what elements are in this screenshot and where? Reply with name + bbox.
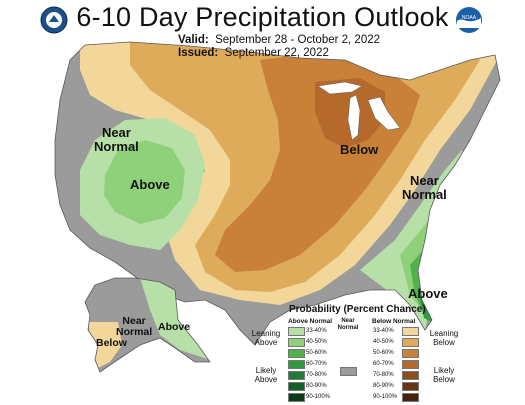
label-above-southwest: Above — [130, 177, 170, 192]
legend-below-swatch-5 — [402, 382, 419, 391]
alaska-lean-above — [140, 278, 210, 360]
region-above-40-southwest — [104, 140, 185, 224]
legend-swatch-near-normal — [340, 367, 357, 376]
legend-below-swatch-4 — [402, 371, 419, 380]
legend-above-range-3: 60-70% — [306, 360, 327, 367]
legend-below-swatch-0 — [402, 327, 419, 336]
issued-line: Issued: September 22, 2022 — [178, 47, 329, 59]
label-near-normal-east: Near Normal — [402, 173, 447, 202]
legend-above-swatch-3 — [288, 360, 305, 369]
label-alaska-below: Below — [96, 337, 127, 349]
valid-label: Valid: — [178, 34, 209, 46]
legend-leaning-below: Leaning Below — [429, 329, 459, 347]
legend-below-swatch-1 — [402, 338, 419, 347]
legend-likely-above: Likely Above — [254, 366, 278, 384]
issued-date: September 22, 2022 — [224, 47, 329, 59]
legend-near-normal-label: Near Normal — [337, 318, 359, 331]
alaska-outline — [84, 277, 211, 373]
lake-erie-huron — [367, 96, 401, 131]
legend-above-range-2: 50-60% — [306, 349, 327, 356]
legend-above-swatch-1 — [288, 338, 305, 347]
label-near-normal-west: Near Normal — [94, 125, 139, 154]
valid-line: Valid: September 28 - October 2, 2022 — [178, 34, 380, 46]
legend-above-range-1: 40-50% — [306, 338, 327, 345]
svg-text:NOAA: NOAA — [462, 15, 477, 21]
legend-above-range-0: 33-40% — [306, 327, 327, 334]
legend-below-range-3: 60-70% — [373, 360, 394, 367]
legend-above-range-4: 70-80% — [306, 371, 327, 378]
legend-above-swatch-4 — [288, 371, 305, 380]
legend-above-swatch-5 — [288, 382, 305, 391]
legend-above-header: Above Normal — [288, 318, 333, 325]
legend-below-range-5: 80-90% — [373, 382, 394, 389]
label-above-southeast: Above — [408, 286, 448, 301]
legend-below-range-0: 33-40% — [373, 327, 394, 334]
legend-below-header: Below Normal — [372, 318, 416, 325]
conus-regions — [55, 42, 500, 345]
legend-above-range-5: 80-90% — [306, 382, 327, 389]
label-alaska-above: Above — [158, 321, 191, 333]
legend-below-range-6: 90-100% — [373, 393, 398, 400]
doc-seal-icon — [40, 6, 68, 34]
legend-above-range-6: 90-100% — [306, 393, 331, 400]
legend-above-swatch-2 — [288, 349, 305, 358]
lake-superior — [317, 81, 363, 95]
legend-above-swatch-0 — [288, 327, 305, 336]
lake-michigan — [347, 94, 361, 141]
legend-below-swatch-6 — [402, 393, 419, 402]
legend-below-swatch-2 — [402, 349, 419, 358]
legend-likely-below: Likely Below — [433, 366, 455, 384]
legend-below-range-1: 40-50% — [373, 338, 394, 345]
legend-leaning-above: Leaning Above — [251, 329, 281, 347]
noaa-logo-icon: NOAA — [456, 7, 482, 33]
alaska-lean-below — [88, 322, 122, 368]
legend-title: Probability (Percent Chance) — [289, 304, 426, 315]
conus-outline — [54, 41, 501, 346]
legend-below-range-2: 50-60% — [373, 349, 394, 356]
issued-label: Issued: — [178, 47, 219, 59]
legend-below-swatch-3 — [402, 360, 419, 369]
legend-below-range-4: 70-80% — [373, 371, 394, 378]
legend-above-swatch-6 — [288, 393, 305, 402]
label-alaska-near-normal: Near Normal — [116, 315, 153, 338]
valid-dates: September 28 - October 2, 2022 — [215, 34, 381, 46]
page-title: 6-10 Day Precipitation Outlook — [76, 2, 449, 32]
label-below-midwest: Below — [340, 142, 379, 157]
